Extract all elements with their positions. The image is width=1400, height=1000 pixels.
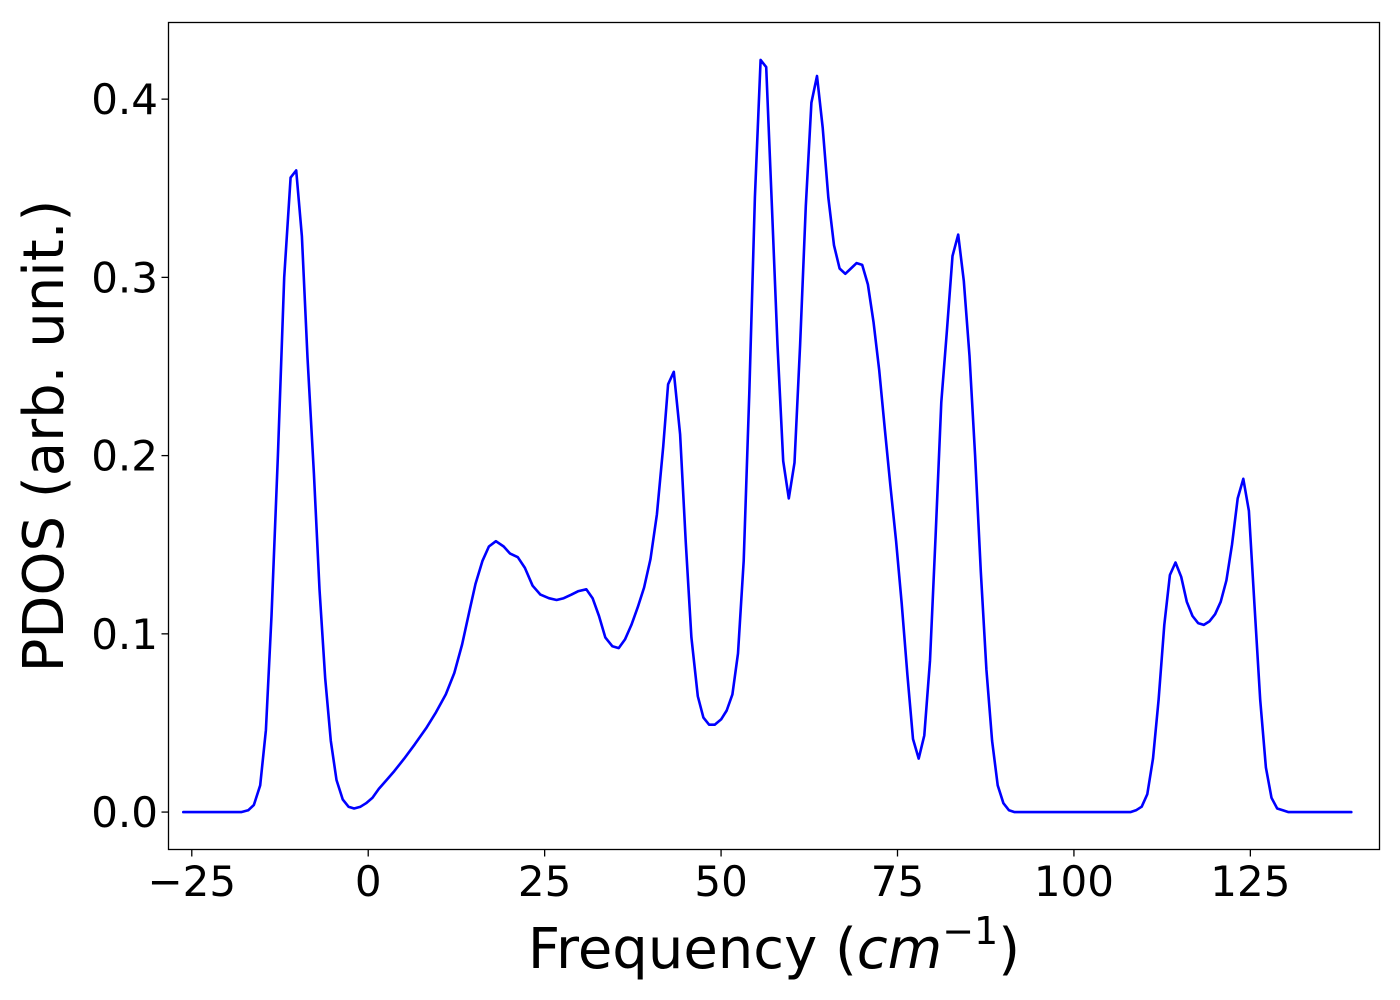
x-axis-label-math: cm bbox=[857, 917, 942, 982]
y-tick-label: 0.4 bbox=[91, 75, 158, 124]
x-axis-label-main: Frequency ( bbox=[528, 917, 857, 982]
x-axis-label-superscript: −1 bbox=[942, 909, 998, 953]
y-axis-ticks: 0.0 0.1 0.2 0.3 0.4 bbox=[91, 75, 169, 837]
plot-frame bbox=[167, 21, 1381, 851]
y-tick-label: 0.3 bbox=[91, 253, 158, 302]
x-tick-label: 0 bbox=[355, 857, 382, 906]
x-axis-label: Frequency (cm−1) bbox=[528, 909, 1020, 982]
y-axis-label: PDOS (arb. unit.) bbox=[12, 200, 77, 673]
x-tick-label: 75 bbox=[871, 857, 924, 906]
x-tick-label: 125 bbox=[1210, 857, 1290, 906]
y-tick-label: 0.0 bbox=[91, 788, 158, 837]
x-tick-label: 50 bbox=[694, 857, 747, 906]
x-tick-label: −25 bbox=[147, 857, 236, 906]
x-tick-label: 100 bbox=[1034, 857, 1114, 906]
plot-background bbox=[168, 22, 1380, 850]
pdos-series-line bbox=[182, 58, 1353, 814]
y-tick-label: 0.2 bbox=[91, 432, 158, 481]
y-tick-label: 0.1 bbox=[91, 610, 158, 659]
x-axis-ticks: −25 0 25 50 75 100 125 bbox=[147, 849, 1290, 906]
x-axis-label-end: ) bbox=[998, 917, 1020, 982]
x-tick-label: 25 bbox=[518, 857, 571, 906]
